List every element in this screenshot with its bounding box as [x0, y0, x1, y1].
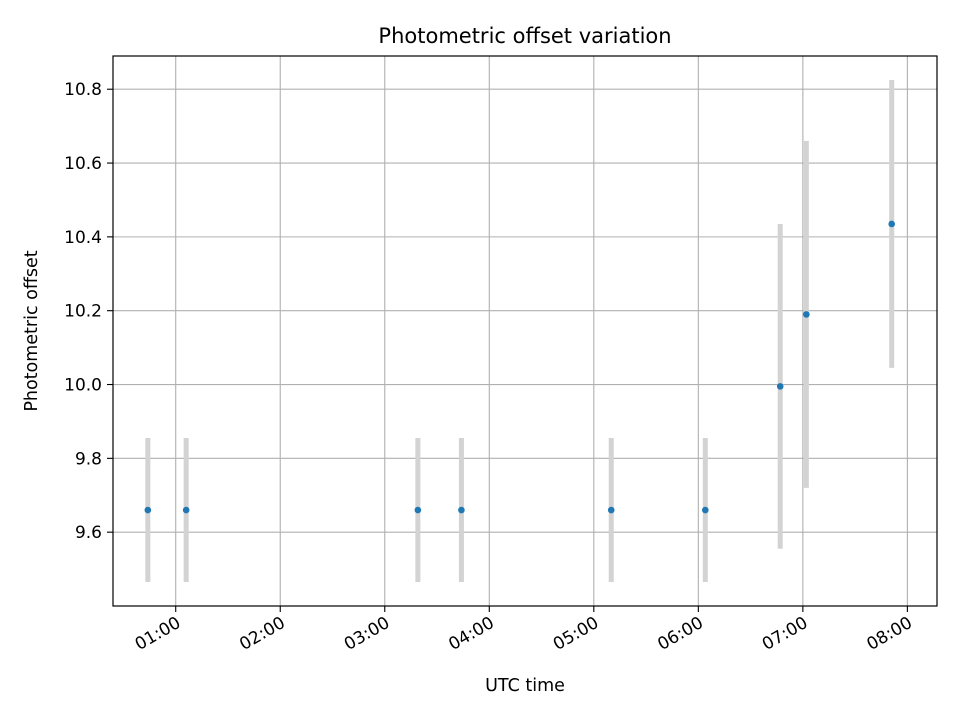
y-tick-label: 9.6	[75, 523, 102, 543]
y-tick-label: 10.6	[64, 154, 102, 174]
y-tick-label: 10.0	[64, 376, 102, 396]
x-tick-label: 07:00	[759, 613, 811, 655]
data-point	[144, 506, 152, 514]
chart-title: Photometric offset variation	[378, 24, 671, 48]
x-axis-label: UTC time	[485, 676, 565, 696]
x-tick-label: 06:00	[654, 613, 706, 655]
data-points	[144, 220, 896, 514]
y-axis: 9.6 9.8 10.0 10.2 10.4 10.6 10.8	[64, 80, 113, 543]
data-point	[776, 383, 784, 390]
x-tick-label: 08:00	[863, 613, 915, 655]
error-bars	[145, 79, 895, 583]
x-tick-label: 04:00	[445, 613, 497, 655]
plot-frame	[112, 55, 938, 607]
y-tick-label: 10.8	[64, 80, 102, 100]
data-point	[607, 506, 615, 514]
y-tick-label: 10.4	[64, 228, 102, 248]
data-point	[888, 220, 896, 228]
x-tick-label: 03:00	[341, 613, 393, 655]
y-axis-label: Photometric offset	[22, 250, 42, 411]
data-point	[803, 311, 810, 318]
data-point	[182, 506, 190, 514]
data-point	[414, 506, 422, 514]
grid-lines	[113, 56, 937, 606]
y-tick-label: 10.2	[64, 302, 102, 322]
x-tick-label: 02:00	[236, 613, 288, 655]
x-tick-label: 05:00	[550, 613, 602, 655]
y-tick-label: 9.8	[75, 449, 102, 469]
x-axis: 01:00 02:00 03:00 04:00 05:00 06:00 07:00 08:00	[132, 606, 916, 655]
x-tick-label: 01:00	[132, 613, 184, 655]
data-point	[458, 506, 465, 514]
data-point	[702, 506, 709, 514]
